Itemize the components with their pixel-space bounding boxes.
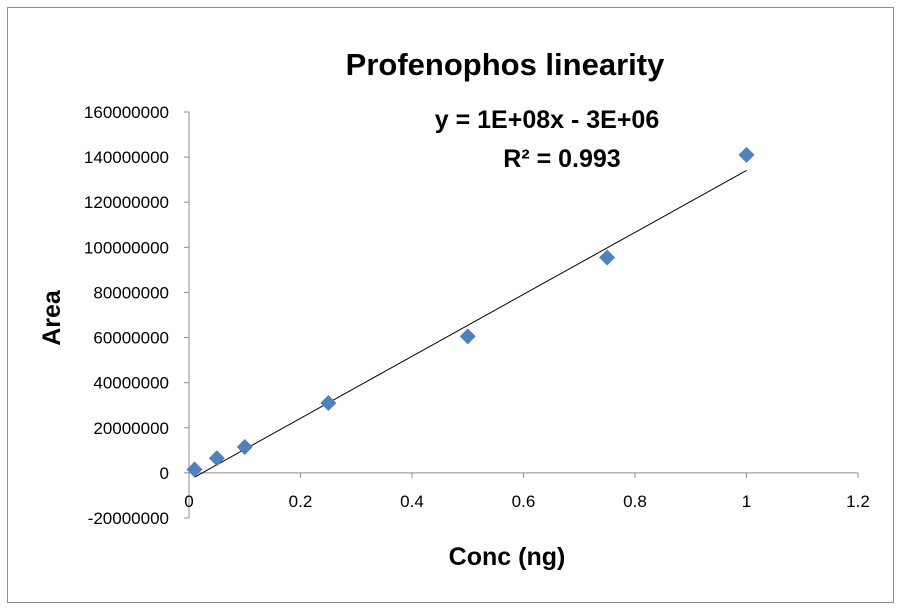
y-tick-label: 0 [160,464,169,483]
data-point [236,438,253,455]
data-point [459,328,476,345]
y-tick-label: 20000000 [93,419,169,438]
x-tick-label: 1 [742,492,751,511]
chart-area [7,7,894,603]
x-tick-label: 1.2 [846,492,870,511]
data-points [186,146,755,478]
axes [184,111,859,519]
data-point [208,450,225,467]
trendline [194,169,747,478]
chart-title: Profenophos linearity [346,47,665,82]
y-tick-label: -20000000 [88,509,169,528]
x-tick-label: 0.6 [512,492,536,511]
tick-labels: -20000000 0 20000000 40000000 60000000 800000… [84,103,870,528]
data-point [186,461,203,478]
r-squared-label: R² = 0.993 [503,145,620,173]
y-tick-label: 140000000 [84,148,169,167]
y-tick-label: 100000000 [84,238,169,257]
y-tick-label: 40000000 [93,374,169,393]
x-tick-label: 0.8 [623,492,647,511]
data-point [320,394,337,411]
trendline-equation: y = 1E+08x - 3E+06 [435,106,660,134]
x-tick-label: 0.2 [289,492,313,511]
y-axis-title: Area [38,289,66,346]
x-axis-title: Conc (ng) [449,543,566,571]
x-tick-label: 0.4 [400,492,424,511]
trendline-group [194,169,747,478]
x-tick-label: 0 [184,492,193,511]
data-point [738,146,755,163]
y-tick-label: 160000000 [84,103,169,122]
y-tick-label: 120000000 [84,193,169,212]
y-tick-label: 80000000 [93,283,169,302]
data-point [599,249,616,266]
y-tick-label: 60000000 [93,329,169,348]
